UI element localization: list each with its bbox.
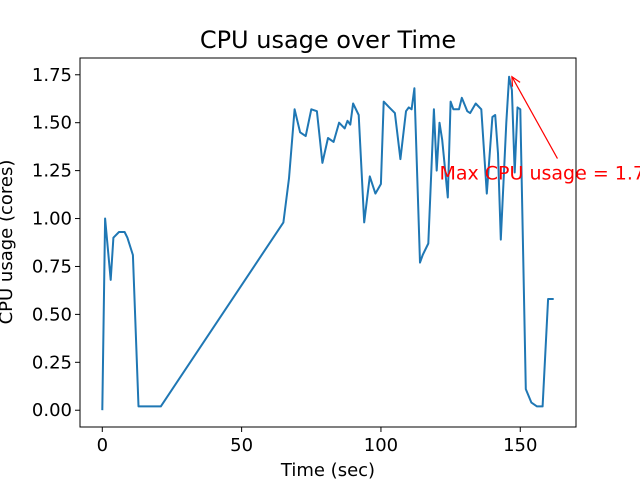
y-tick-label: 0.25: [32, 352, 72, 373]
series-line-0: [101, 75, 554, 411]
y-tick-label: 0.50: [32, 304, 72, 325]
annotation-label: Max CPU usage = 1.74: [439, 163, 640, 185]
x-tick-label: 150: [503, 435, 537, 456]
y-tick-label: 1.50: [32, 113, 72, 134]
annotation-arrowhead: [511, 75, 521, 87]
x-tick-label: 100: [364, 435, 398, 456]
chart-title: CPU usage over Time: [200, 26, 456, 54]
y-tick-label: 1.75: [32, 65, 72, 86]
axes-frame: [79, 57, 577, 428]
x-tick-label: 50: [230, 435, 253, 456]
y-tick-label: 1.25: [32, 161, 72, 182]
x-axis-label: Time (sec): [280, 460, 375, 480]
annotation-arrow: [511, 76, 558, 159]
y-axis-label: CPU usage (cores): [0, 160, 17, 325]
y-tick-label: 1.00: [32, 209, 72, 230]
y-tick-label: 0.00: [32, 400, 72, 421]
y-tick-label: 0.75: [32, 256, 72, 277]
x-tick-label: 0: [97, 435, 108, 456]
